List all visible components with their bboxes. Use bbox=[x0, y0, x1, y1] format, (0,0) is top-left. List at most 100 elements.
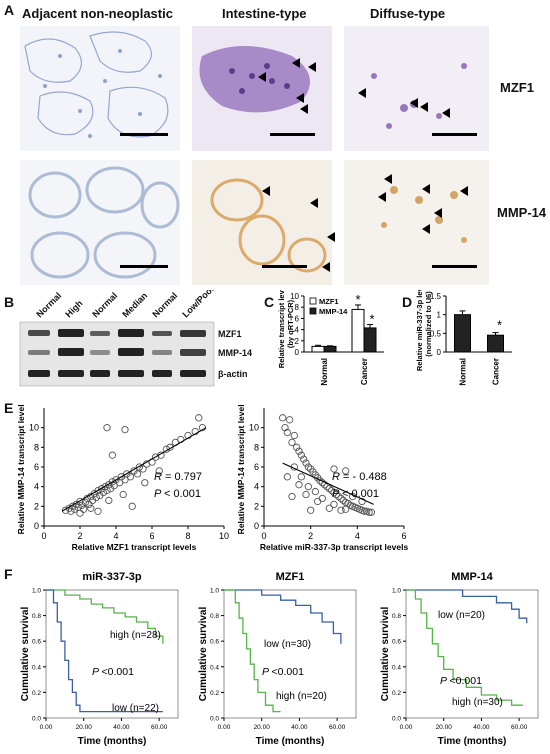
blot-band bbox=[118, 348, 144, 356]
arrowhead-marker bbox=[378, 192, 386, 202]
survival-curve bbox=[406, 589, 528, 624]
arrowhead-marker bbox=[262, 186, 270, 196]
y-tick-label: 0.8 bbox=[210, 613, 219, 620]
arrowhead-marker bbox=[410, 98, 418, 108]
arrowhead-marker bbox=[420, 102, 428, 112]
x-axis-label: Time (months) bbox=[256, 736, 325, 747]
bar bbox=[351, 308, 365, 353]
bar bbox=[454, 314, 471, 353]
blot-band bbox=[118, 370, 144, 377]
blot-band bbox=[180, 330, 206, 337]
blot-band bbox=[180, 349, 206, 356]
x-tick-label: 0 bbox=[261, 531, 266, 541]
y-tick-label: 1.0 bbox=[210, 588, 219, 595]
panel-label-c: C bbox=[264, 294, 275, 310]
western-blot: Normal High Normal Median Normal Low/Poo… bbox=[19, 290, 252, 387]
data-point bbox=[87, 504, 95, 512]
micrograph-diffuse-mmp14 bbox=[344, 160, 489, 285]
legend-swatch bbox=[309, 307, 317, 315]
data-point bbox=[365, 508, 373, 516]
x-tick-label: 40.00 bbox=[113, 724, 130, 731]
y-tick-label: 0 bbox=[295, 348, 300, 357]
x-axis-label: Time (months) bbox=[78, 736, 147, 747]
data-point bbox=[304, 483, 312, 491]
arrowhead-marker bbox=[434, 208, 442, 218]
data-point bbox=[328, 486, 336, 495]
data-point bbox=[302, 490, 310, 499]
category-label: Normal bbox=[459, 358, 468, 386]
y-tick-label: 0.2 bbox=[32, 690, 41, 697]
data-point bbox=[126, 473, 135, 481]
x-axis-label: Relative MZF1 transcript levels bbox=[72, 542, 197, 552]
x-tick-label: 0.00 bbox=[218, 724, 231, 731]
r-value-annotation: R = 0.797 bbox=[154, 471, 202, 483]
significance-marker: * bbox=[497, 318, 502, 333]
y-tick-label: 0.0 bbox=[32, 716, 41, 723]
y-tick-label: 0.4 bbox=[210, 664, 219, 671]
data-point bbox=[67, 507, 75, 515]
data-point bbox=[121, 425, 129, 434]
survival-curve bbox=[224, 589, 342, 644]
column-title-diffuse: Diffuse-type bbox=[370, 6, 446, 21]
scale-bar bbox=[120, 133, 168, 136]
data-point bbox=[94, 507, 102, 515]
panel-label-f: F bbox=[4, 566, 13, 582]
x-tick-label: 40.00 bbox=[291, 724, 308, 731]
data-point bbox=[300, 455, 308, 463]
band-label-actin: β-actin bbox=[218, 369, 248, 379]
data-point bbox=[330, 488, 338, 497]
data-point bbox=[70, 505, 79, 513]
data-point bbox=[92, 493, 100, 502]
survival-chart-mir337: miR-337-3p 0.0 0.2 0.4 0.6 0.8 1.0 0.00 20.00 40.… bbox=[20, 571, 179, 747]
y-axis-label: Relative MMP-14 transcript levels bbox=[16, 404, 26, 534]
p-value-annotation: P <0.001 bbox=[440, 675, 482, 687]
x-tick-label: 20.00 bbox=[76, 724, 93, 731]
y-tick-label: 0.6 bbox=[210, 639, 219, 646]
p-value-annotation: P < 0.001 bbox=[154, 488, 201, 500]
survival-chart-mzf1: MZF1 0.0 0.2 0.4 0.6 0.8 1.0 0.00 20.00 40.00 60.0… bbox=[198, 571, 357, 747]
y-tick-label: 0 bbox=[254, 521, 259, 531]
data-point bbox=[290, 431, 298, 440]
x-tick-label: 2 bbox=[308, 531, 313, 541]
x-tick-label: 20.00 bbox=[436, 724, 453, 731]
y-tick-label: 4 bbox=[295, 326, 300, 335]
data-point bbox=[103, 424, 111, 432]
legend-label: MMP-14 bbox=[319, 307, 348, 316]
arrowhead-marker bbox=[422, 184, 430, 194]
data-point bbox=[367, 508, 375, 516]
data-point bbox=[85, 500, 93, 509]
data-point bbox=[76, 509, 84, 517]
y-tick-label: 8 bbox=[254, 442, 259, 452]
panel-label-e: E bbox=[4, 400, 14, 416]
plot-frame bbox=[45, 589, 179, 719]
data-point bbox=[279, 414, 287, 422]
data-point bbox=[135, 463, 144, 471]
y-tick-label: 10 bbox=[249, 423, 259, 433]
y-tick-label: 6 bbox=[34, 462, 39, 472]
x-tick-label: 0.00 bbox=[40, 724, 53, 731]
r-value-annotation: R = - 0.488 bbox=[332, 471, 387, 483]
y-tick-label: 6 bbox=[254, 462, 259, 472]
scatter-chart-mzf1: 0 2 4 6 8 10 0 2 4 6 8 10 Relative MZF1 transcript l… bbox=[16, 404, 229, 552]
y-tick-label: 1.0 bbox=[32, 588, 41, 595]
blot-band bbox=[90, 370, 110, 377]
p-value-annotation: P < 0.001 bbox=[332, 488, 379, 500]
data-point bbox=[311, 487, 319, 496]
row-label-mzf1: MZF1 bbox=[500, 80, 534, 95]
scale-bar bbox=[262, 265, 307, 268]
y-axis-label: Cumulative survival bbox=[20, 607, 31, 702]
significance-marker: * bbox=[355, 292, 360, 307]
data-point bbox=[283, 428, 291, 437]
y-axis-label: Cumulative survival bbox=[380, 607, 391, 702]
data-point bbox=[105, 496, 113, 505]
arrowhead-marker bbox=[327, 232, 335, 242]
y-tick-label: 1 bbox=[437, 311, 442, 320]
lane-label: Normal bbox=[34, 290, 63, 319]
data-point bbox=[128, 502, 136, 510]
y-tick-label: 0 bbox=[437, 348, 442, 357]
y-tick-label: 0.2 bbox=[210, 690, 219, 697]
series-label: low (n=30) bbox=[264, 639, 311, 650]
x-tick-label: 10 bbox=[219, 531, 229, 541]
data-point bbox=[307, 506, 315, 514]
significance-marker: * bbox=[369, 311, 374, 326]
